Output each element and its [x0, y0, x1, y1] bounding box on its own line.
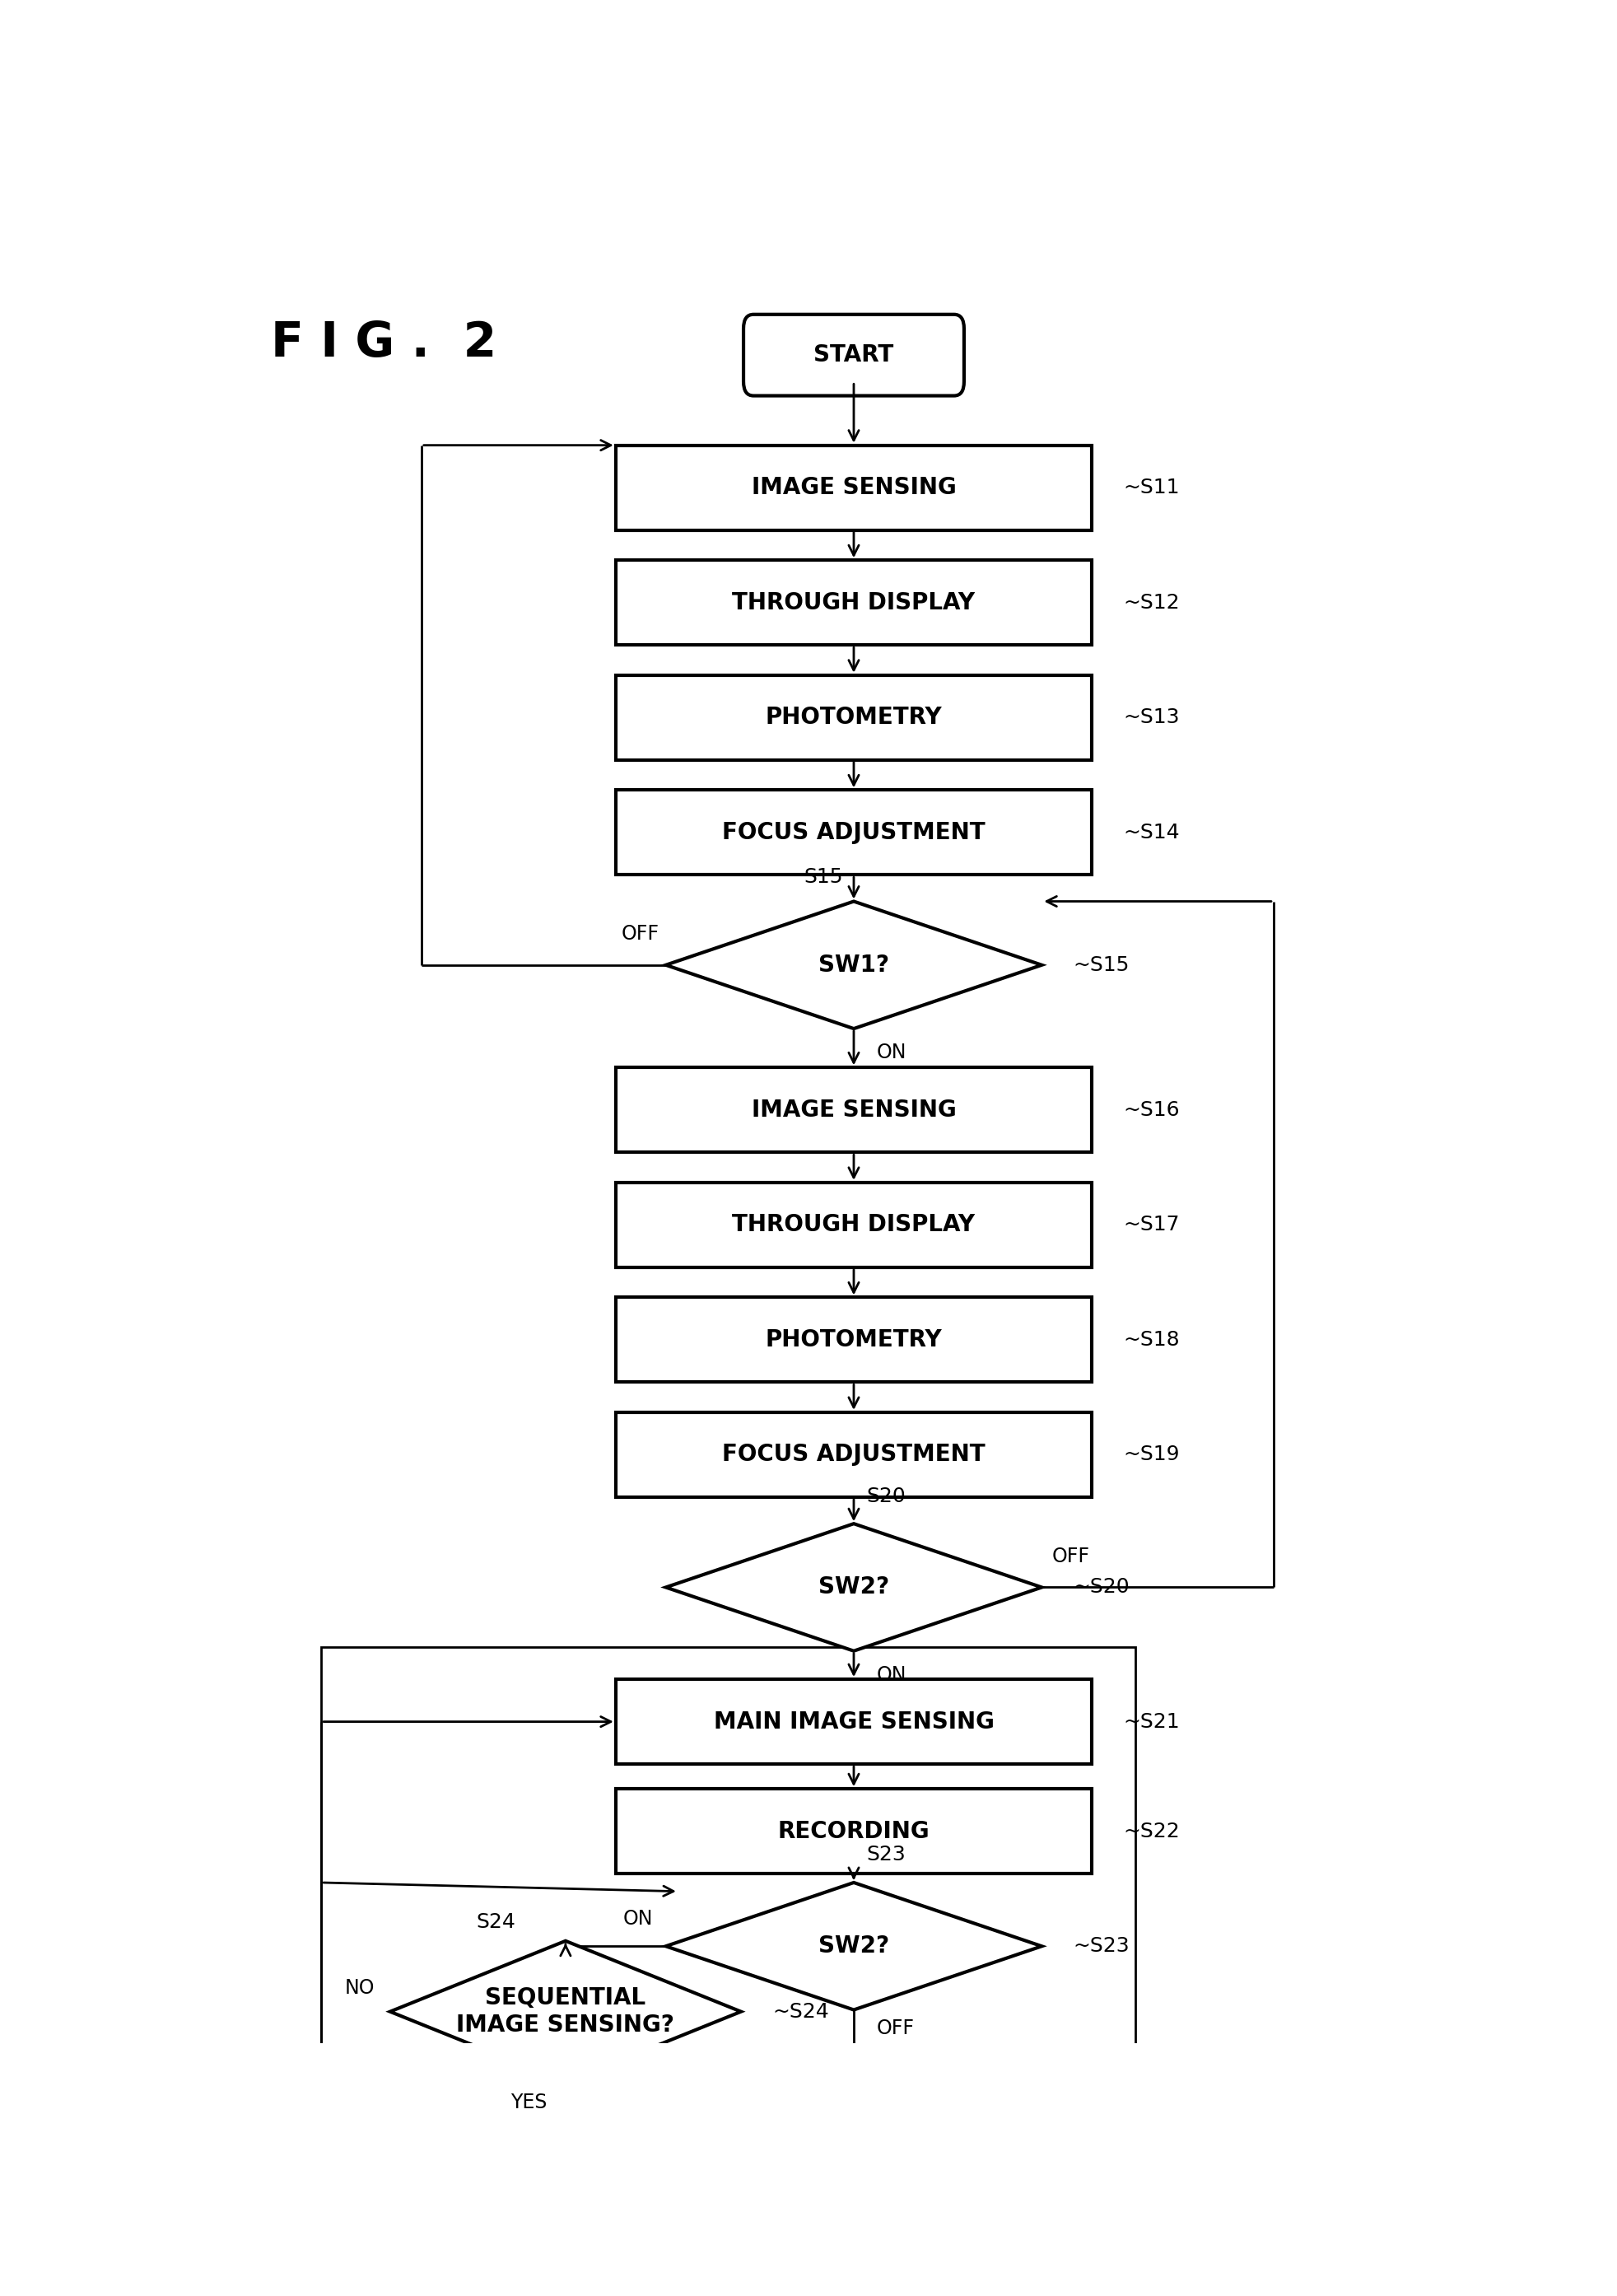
Bar [616, 1297, 1091, 1382]
Text: F I G .  2: F I G . 2 [272, 319, 496, 367]
Text: ~S12: ~S12 [1124, 592, 1180, 613]
Polygon shape [666, 1883, 1041, 2009]
Bar [616, 675, 1091, 760]
Text: ON: ON [623, 1908, 653, 1929]
Text: SW2?: SW2? [818, 1575, 889, 1598]
Text: THROUGH DISPLAY: THROUGH DISPLAY [733, 1212, 975, 1238]
Bar [616, 790, 1091, 875]
Text: ~S24: ~S24 [773, 2002, 830, 2020]
Polygon shape [666, 1525, 1041, 1651]
Text: S24: S24 [475, 1913, 516, 1931]
Text: FOCUS ADJUSTMENT: FOCUS ADJUSTMENT [723, 822, 985, 845]
Text: ~S23: ~S23 [1074, 1936, 1130, 1956]
Text: ~S15: ~S15 [1074, 955, 1129, 976]
Text: FOCUS ADJUSTMENT: FOCUS ADJUSTMENT [723, 1444, 985, 1467]
Bar [616, 1789, 1091, 1874]
Text: ~S21: ~S21 [1124, 1713, 1180, 1731]
Text: MAIN IMAGE SENSING: MAIN IMAGE SENSING [713, 1711, 994, 1733]
Text: IMAGE SENSING: IMAGE SENSING [752, 1097, 956, 1120]
Text: SW2?: SW2? [818, 1936, 889, 1958]
Text: THROUGH DISPLAY: THROUGH DISPLAY [733, 590, 975, 613]
Text: S15: S15 [804, 868, 842, 886]
Text: ~S22: ~S22 [1124, 1821, 1180, 1841]
Polygon shape [390, 1940, 741, 2082]
Text: ~S17: ~S17 [1124, 1215, 1180, 1235]
Bar [616, 1182, 1091, 1267]
Text: PHOTOMETRY: PHOTOMETRY [765, 1329, 943, 1352]
Text: SEQUENTIAL
IMAGE SENSING?: SEQUENTIAL IMAGE SENSING? [456, 1986, 674, 2037]
Bar [616, 445, 1091, 530]
Text: ~S13: ~S13 [1124, 707, 1180, 728]
Text: ~S14: ~S14 [1124, 822, 1180, 843]
Text: IMAGE SENSING: IMAGE SENSING [752, 475, 956, 498]
Bar [616, 1412, 1091, 1497]
Text: ON: ON [876, 1665, 907, 1685]
Text: ~S20: ~S20 [1074, 1577, 1130, 1598]
Text: ~S16: ~S16 [1124, 1100, 1180, 1120]
Text: OFF: OFF [621, 923, 660, 944]
Text: NO: NO [344, 1977, 375, 1998]
Text: PHOTOMETRY: PHOTOMETRY [765, 705, 943, 730]
Bar [616, 560, 1091, 645]
Bar [322, 1649, 1135, 2115]
Text: ~S11: ~S11 [1124, 478, 1180, 498]
Text: ~S19: ~S19 [1124, 1444, 1180, 1465]
Text: YES: YES [511, 2094, 547, 2112]
Text: START: START [813, 344, 894, 367]
FancyBboxPatch shape [744, 315, 964, 395]
Text: ON: ON [876, 1042, 907, 1063]
Bar [616, 1678, 1091, 1763]
Text: S20: S20 [867, 1486, 906, 1506]
Polygon shape [666, 902, 1041, 1029]
Text: S23: S23 [867, 1846, 906, 1864]
Text: RECORDING: RECORDING [778, 1821, 930, 1844]
Text: OFF: OFF [876, 2018, 914, 2039]
Bar [616, 1068, 1091, 1153]
Text: ~S18: ~S18 [1124, 1329, 1180, 1350]
Text: OFF: OFF [1051, 1545, 1090, 1566]
Text: SW1?: SW1? [818, 953, 889, 976]
